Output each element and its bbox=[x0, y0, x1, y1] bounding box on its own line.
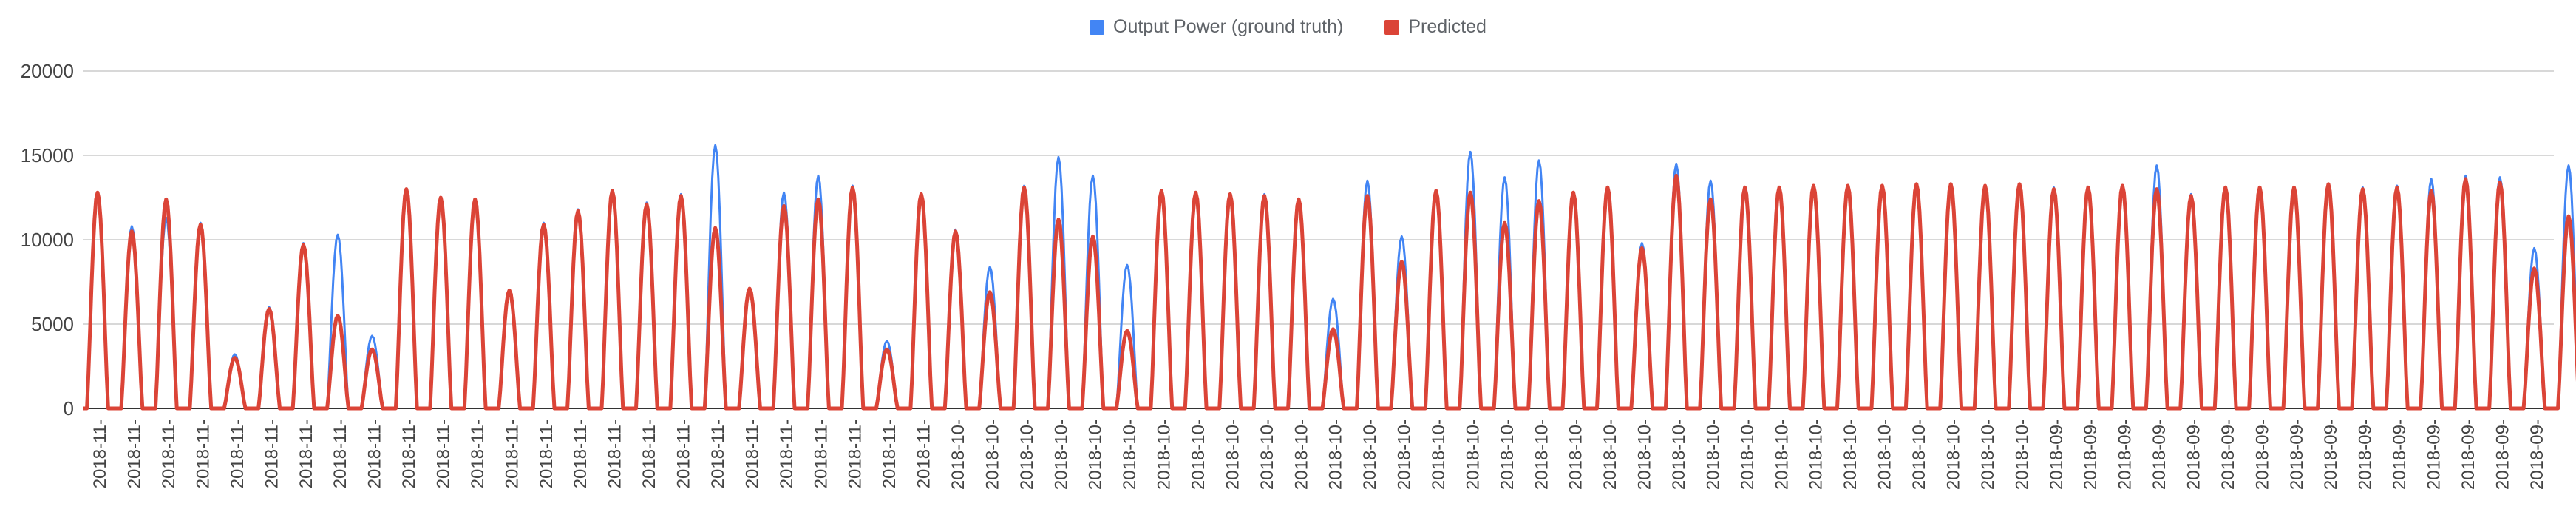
x-tick-label: 2018-11- bbox=[399, 419, 419, 488]
x-tick-label: 2018-10- bbox=[1051, 419, 1071, 490]
legend-swatch-ground-truth bbox=[1090, 19, 1105, 35]
y-tick-label: 15000 bbox=[21, 144, 74, 166]
x-tick-label: 2018-10- bbox=[1360, 419, 1380, 490]
x-tick-label: 2018-09- bbox=[2287, 419, 2307, 490]
x-tick-label: 2018-11- bbox=[846, 419, 866, 488]
x-tick-label: 2018-09- bbox=[2218, 419, 2238, 490]
x-tick-label: 2018-10- bbox=[982, 419, 1002, 490]
x-tick-label: 2018-10- bbox=[1257, 419, 1277, 490]
x-tick-label: 2018-10- bbox=[1978, 419, 1998, 490]
x-tick-label: 2018-09- bbox=[2115, 419, 2135, 490]
x-tick-label: 2018-10- bbox=[1841, 419, 1860, 490]
x-tick-label: 2018-10- bbox=[1395, 419, 1415, 490]
x-tick-label: 2018-10- bbox=[1909, 419, 1929, 490]
x-tick-label: 2018-11- bbox=[468, 419, 488, 488]
legend-swatch-predicted bbox=[1384, 19, 1400, 35]
legend-item-predicted[interactable]: Predicted bbox=[1384, 16, 1486, 38]
x-tick-label: 2018-11- bbox=[90, 419, 110, 488]
x-tick-label: 2018-10- bbox=[1600, 419, 1620, 490]
x-tick-label: 2018-10- bbox=[1155, 419, 1175, 490]
x-tick-label: 2018-09- bbox=[2492, 419, 2512, 490]
x-tick-label: 2018-09- bbox=[2424, 419, 2444, 490]
x-tick-label: 2018-10- bbox=[1017, 419, 1037, 490]
x-tick-label: 2018-10- bbox=[2012, 419, 2032, 490]
x-tick-label: 2018-11- bbox=[330, 419, 350, 488]
legend-label-predicted: Predicted bbox=[1408, 16, 1486, 37]
x-tick-label: 2018-10- bbox=[1291, 419, 1311, 490]
x-tick-label: 2018-09- bbox=[2252, 419, 2272, 490]
x-tick-label: 2018-11- bbox=[880, 419, 900, 488]
x-tick-label: 2018-11- bbox=[777, 419, 797, 488]
y-tick-label: 10000 bbox=[21, 229, 74, 251]
x-tick-label: 2018-10- bbox=[1635, 419, 1655, 490]
legend-label-ground-truth: Output Power (ground truth) bbox=[1113, 16, 1344, 37]
series-line-ground-truth bbox=[83, 144, 2576, 410]
x-tick-label: 2018-11- bbox=[742, 419, 762, 488]
y-tick-label: 0 bbox=[64, 397, 74, 420]
x-tick-label: 2018-11- bbox=[502, 419, 522, 488]
x-tick-label: 2018-11- bbox=[434, 419, 454, 488]
x-tick-label: 2018-11- bbox=[639, 419, 659, 488]
x-tick-label: 2018-10- bbox=[1944, 419, 1964, 490]
x-tick-label: 2018-10- bbox=[1326, 419, 1346, 490]
x-tick-label: 2018-11- bbox=[674, 419, 694, 488]
x-tick-label: 2018-11- bbox=[708, 419, 728, 488]
x-tick-label: 2018-11- bbox=[296, 419, 316, 488]
x-tick-label: 2018-10- bbox=[1429, 419, 1449, 490]
x-tick-label: 2018-10- bbox=[1875, 419, 1895, 490]
x-tick-label: 2018-11- bbox=[571, 419, 591, 488]
series-line-predicted bbox=[83, 173, 2576, 411]
x-tick-label: 2018-10- bbox=[1223, 419, 1243, 490]
x-tick-label: 2018-09- bbox=[2081, 419, 2101, 490]
x-tick-label: 2018-11- bbox=[365, 419, 385, 488]
x-tick-label: 2018-09- bbox=[2321, 419, 2341, 490]
x-tick-label: 2018-10- bbox=[1120, 419, 1140, 490]
legend-item-ground-truth[interactable]: Output Power (ground truth) bbox=[1090, 16, 1343, 38]
y-tick-label: 5000 bbox=[31, 313, 74, 335]
x-tick-label: 2018-09- bbox=[2150, 419, 2169, 490]
x-tick-label: 2018-10- bbox=[1189, 419, 1209, 490]
x-tick-label: 2018-09- bbox=[2527, 419, 2547, 490]
x-tick-label: 2018-11- bbox=[811, 419, 831, 488]
x-tick-label: 2018-10- bbox=[1669, 419, 1689, 490]
x-tick-label: 2018-10- bbox=[1807, 419, 1826, 490]
x-tick-label: 2018-11- bbox=[537, 419, 557, 488]
x-tick-label: 2018-09- bbox=[2390, 419, 2410, 490]
x-tick-label: 2018-09- bbox=[2356, 419, 2376, 490]
x-tick-label: 2018-09- bbox=[2458, 419, 2478, 490]
x-tick-label: 2018-09- bbox=[2047, 419, 2067, 490]
y-tick-label: 20000 bbox=[21, 60, 74, 82]
x-tick-label: 2018-11- bbox=[159, 419, 179, 488]
x-tick-label: 2018-10- bbox=[1532, 419, 1552, 490]
x-tick-label: 2018-10- bbox=[1704, 419, 1724, 490]
x-tick-label: 2018-10- bbox=[948, 419, 968, 490]
x-tick-label: 2018-10- bbox=[1738, 419, 1758, 490]
x-tick-label: 2018-09- bbox=[2184, 419, 2204, 490]
x-tick-label: 2018-11- bbox=[605, 419, 625, 488]
x-tick-label: 2018-11- bbox=[262, 419, 282, 488]
x-tick-label: 2018-11- bbox=[914, 419, 934, 488]
x-tick-label: 2018-10- bbox=[1086, 419, 1106, 490]
x-tick-label: 2018-10- bbox=[1463, 419, 1483, 490]
legend: Output Power (ground truth) Predicted bbox=[0, 16, 2576, 38]
x-tick-label: 2018-11- bbox=[228, 419, 248, 488]
x-tick-label: 2018-10- bbox=[1566, 419, 1586, 490]
x-tick-label: 2018-10- bbox=[1498, 419, 1518, 490]
x-tick-label: 2018-11- bbox=[125, 419, 145, 488]
x-tick-label: 2018-10- bbox=[1772, 419, 1792, 490]
x-tick-label: 2018-11- bbox=[194, 419, 214, 488]
